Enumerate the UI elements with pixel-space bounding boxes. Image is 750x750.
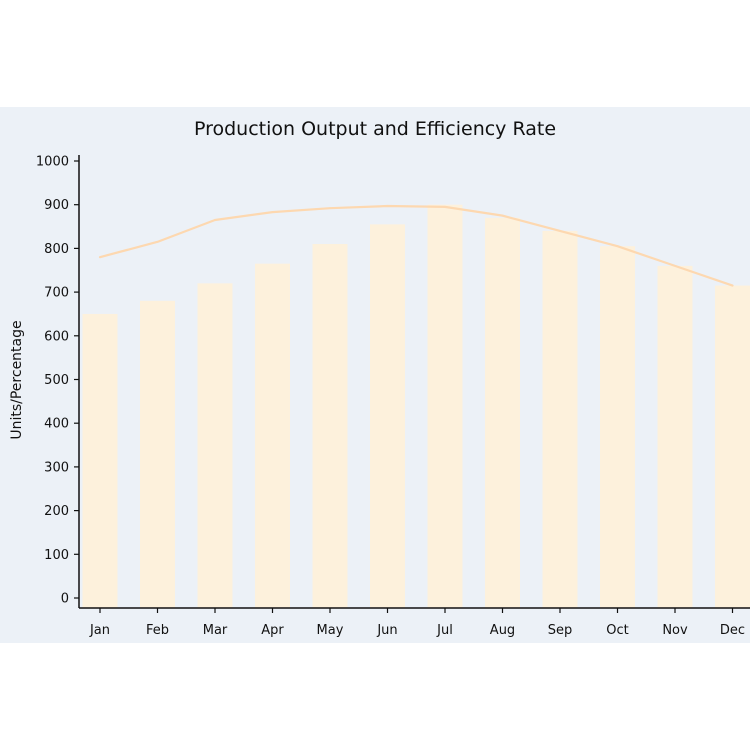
bar-aug [485,217,520,608]
bar-nov [657,265,693,608]
line-point-dec [731,284,734,287]
x-tick-label: Apr [261,623,284,638]
x-tick-label: Oct [606,623,628,638]
y-tick-label: 400 [44,417,69,432]
bar-jul [427,204,463,608]
bar-feb [140,300,175,608]
bar-apr [255,263,290,608]
x-tick-label: Feb [146,623,169,638]
bar-dec [715,285,750,608]
y-ticks: 0 100 200 300 400 500 600 700 800 900 1000 [36,155,79,607]
line-point-jun [386,205,389,207]
x-tick-label: May [317,623,344,638]
y-axis-label: Units/Percentage [9,320,25,439]
line-series [98,204,734,287]
x-tick-label: Sep [548,623,573,638]
y-tick-label: 100 [44,548,69,563]
x-tick-label: Jul [436,623,453,638]
line-point-may [329,207,331,209]
bar-oct [600,246,635,608]
x-tick-label: Aug [490,623,515,638]
line-point-jan [99,256,101,258]
line-point-mar [214,219,216,221]
x-tick-label: Mar [203,623,228,638]
line-point-feb [156,241,159,243]
y-tick-label: 0 [61,592,69,607]
y-tick-label: 1000 [36,155,69,170]
bar-series [82,204,750,609]
line-point-sep [559,230,561,232]
bar-may [312,244,348,608]
x-tick-label: Jan [89,623,110,638]
line-point-oct [616,245,619,248]
y-tick-label: 900 [44,198,69,213]
y-tick-label: 200 [44,504,69,519]
y-tick-label: 700 [44,286,69,301]
x-tick-label: Jun [376,623,397,638]
line-point-aug [501,214,504,217]
x-tick-label: Nov [662,623,688,638]
line-point-apr [271,211,274,213]
y-tick-label: 500 [44,373,69,388]
bar-sep [542,230,578,609]
x-tick-label: Dec [720,623,745,638]
line-point-nov [674,265,676,267]
chart-title: Production Output and Efficiency Rate [194,118,556,140]
y-tick-label: 800 [44,242,69,257]
line-path [98,204,734,287]
axes [78,155,750,609]
y-tick-label: 300 [44,460,69,475]
y-tick-label: 600 [44,329,69,344]
bar-jun [370,224,405,609]
bar-jan [82,313,118,608]
x-ticks: Jan Feb Mar Apr May Jun Jul Aug Sep Oct Nov Dec [89,608,745,638]
line-point-jul [444,206,446,208]
bar-mar [197,283,233,608]
